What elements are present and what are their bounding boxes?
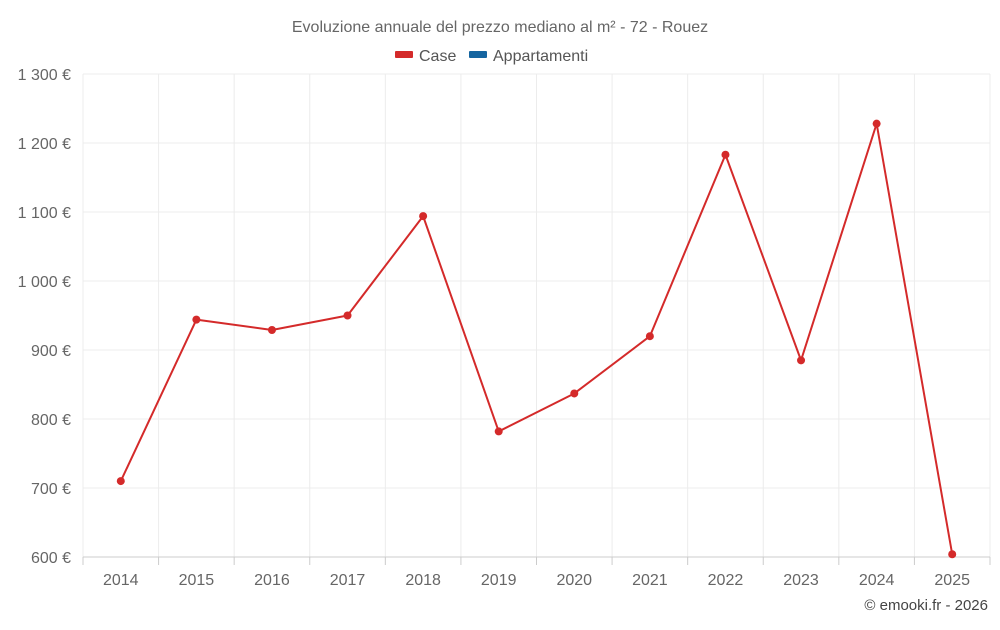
x-tick-label: 2018: [405, 572, 441, 589]
x-tick-label: 2022: [708, 572, 744, 589]
data-point[interactable]: [494, 427, 503, 436]
data-point[interactable]: [570, 389, 579, 398]
x-tick-label: 2019: [481, 572, 517, 589]
data-point[interactable]: [721, 150, 730, 159]
y-tick-label: 800 €: [31, 412, 71, 429]
data-point[interactable]: [116, 477, 125, 486]
data-point[interactable]: [645, 332, 654, 341]
data-point[interactable]: [343, 311, 352, 320]
y-tick-label: 1 300 €: [18, 67, 71, 84]
series: [116, 119, 957, 559]
x-tick-label: 2024: [859, 572, 895, 589]
series-line-case: [119, 122, 954, 555]
y-tick-label: 700 €: [31, 481, 71, 498]
y-tick-label: 900 €: [31, 343, 71, 360]
legend-item-case[interactable]: Case: [395, 48, 456, 65]
legend-item-appartamenti[interactable]: Appartamenti: [469, 48, 588, 65]
legend-swatch-case: [395, 51, 413, 58]
data-point[interactable]: [872, 119, 881, 128]
legend: Case Appartamenti: [395, 48, 588, 65]
y-tick-label: 600 €: [31, 550, 71, 567]
legend-label-case: Case: [419, 48, 456, 65]
credit-text: © emooki.fr - 2026: [864, 597, 988, 614]
data-point[interactable]: [419, 212, 428, 221]
x-tick-label: 2014: [103, 572, 139, 589]
legend-swatch-appartamenti: [469, 51, 487, 58]
axes: 600 € 700 € 800 € 900 € 1 000 € 1 100 € 1 200 …: [18, 67, 991, 589]
grid: [82, 73, 991, 557]
y-tick-label: 1 000 €: [18, 274, 71, 291]
data-point[interactable]: [797, 356, 806, 365]
legend-label-appartamenti: Appartamenti: [493, 48, 588, 65]
x-tick-label: 2023: [783, 572, 819, 589]
x-tick-label: 2021: [632, 572, 668, 589]
y-tick-label: 1 100 €: [18, 205, 71, 222]
data-point[interactable]: [192, 315, 201, 324]
x-tick-label: 2015: [179, 572, 215, 589]
x-tick-label: 2020: [556, 572, 592, 589]
x-tick-label: 2025: [934, 572, 970, 589]
y-tick-label: 1 200 €: [18, 136, 71, 153]
x-tick-label: 2016: [254, 572, 290, 589]
chart-title: Evoluzione annuale del prezzo mediano al…: [292, 19, 708, 36]
x-tick-label: 2017: [330, 572, 366, 589]
data-point[interactable]: [948, 550, 957, 559]
data-point[interactable]: [267, 325, 276, 334]
